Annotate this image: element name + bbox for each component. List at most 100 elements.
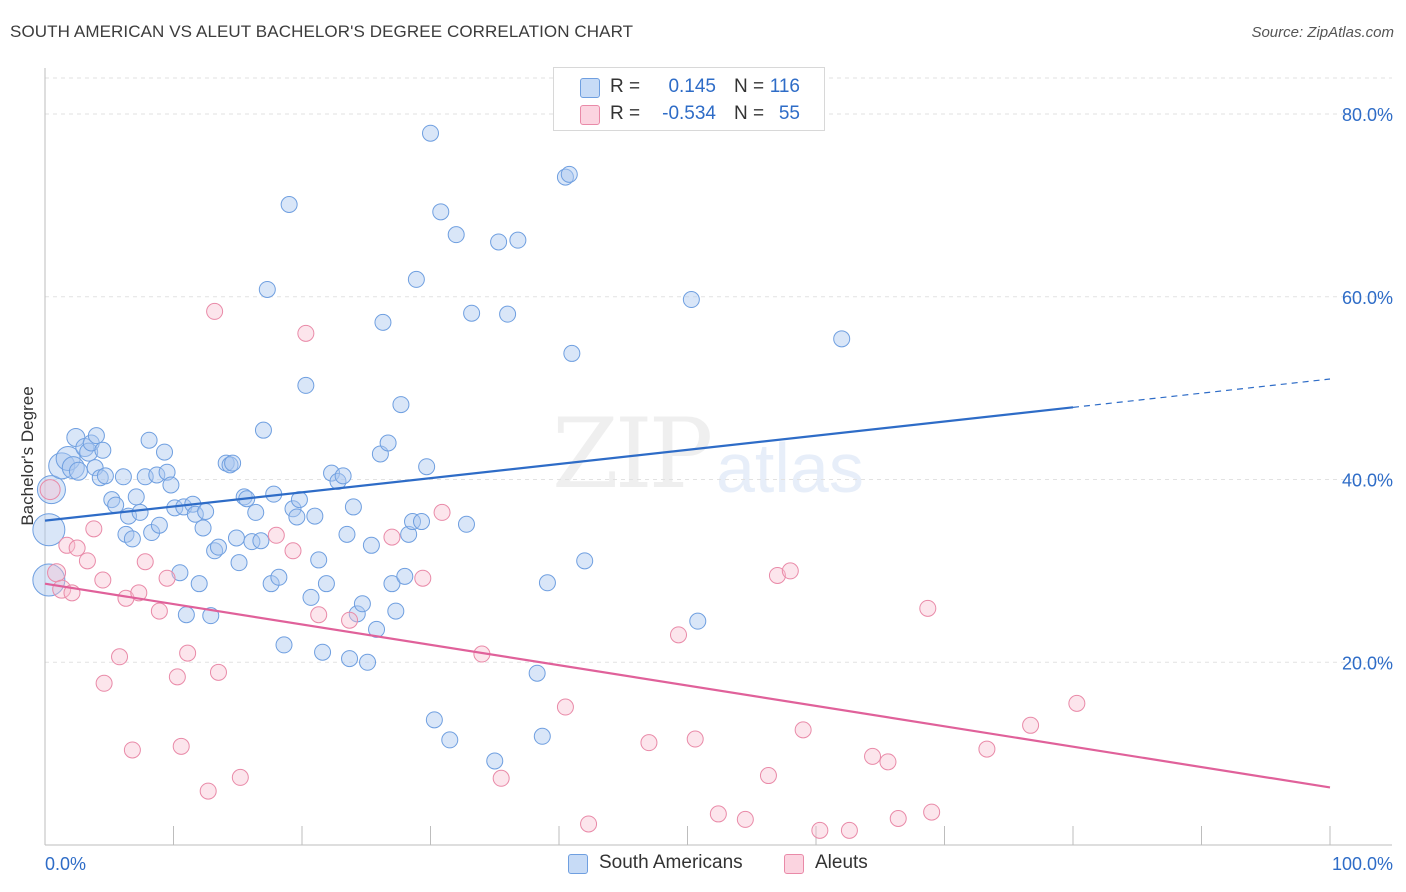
aleut-point [736,810,754,828]
south-american-point [302,588,320,606]
watermark-zip: ZIP [552,398,713,510]
south-american-point [197,503,215,521]
aleut-point [168,668,186,686]
x-tick-label: 0.0% [45,854,86,874]
aleut-point [781,562,799,580]
south-american-point [310,551,328,569]
south-american-point [275,636,293,654]
aleut-point [111,648,129,666]
aleut-point [556,698,574,716]
watermark-atlas: atlas [716,429,864,507]
south-american-point [306,507,324,525]
south-american-point [387,602,405,620]
south-american-point [383,575,401,593]
x-tick-label: 100.0% [1332,854,1393,874]
south-american-point [297,376,315,394]
south-american-point [317,575,335,593]
south-american-point [148,466,166,484]
south-american-point [396,567,414,585]
south-american-point [314,643,332,661]
aleut-point [267,526,285,544]
legend-r-value: -0.534 [662,103,716,124]
y-axis-label: Bachelor's Degree [18,386,37,526]
aleut-point [68,539,86,557]
south-american-point [432,203,450,221]
south-american-point [374,313,392,331]
aleut-point [199,782,217,800]
correlation-legend: R = 0.145 N = 116 R = -0.534 N = 55 [553,67,825,131]
aleut-point [686,730,704,748]
south-american-point [227,529,245,547]
aleut-point [768,566,786,584]
south-american-point [353,595,371,613]
south-american-point [162,476,180,494]
aleut-point [209,663,227,681]
south-american-point [94,441,112,459]
aleut-point [919,599,937,617]
aleut-point [840,821,858,839]
aleut-point [58,536,76,554]
south-american-point [379,434,397,452]
south-american-point [486,752,504,770]
south-american-point [833,330,851,348]
aleut-point [310,606,328,624]
aleut-point [206,302,224,320]
south-american-point [341,650,359,668]
legend-n-value: 55 [778,103,800,124]
legend-r-label: R = [610,76,641,97]
south-american-point [682,291,700,309]
south-american-point [560,165,578,183]
south-american-point [368,620,386,638]
aleut-point [864,747,882,765]
south-american-point [171,564,189,582]
south-american-point [140,431,158,449]
south-american-point [538,574,556,592]
south-american-point [107,496,125,514]
south-american-point [224,454,242,472]
aleut-point [95,674,113,692]
south-american-trendline [44,406,1074,522]
aleut-point [889,810,907,828]
aleut-point [923,803,941,821]
south-american-point [490,233,508,251]
south-american-point [114,468,132,486]
aleut-point [414,569,432,587]
south-american-point [344,498,362,516]
south-american-point [68,461,88,481]
south-american-point [407,270,425,288]
south-american-point [258,280,276,298]
south-american-point [243,533,261,551]
south-american-point [127,488,145,506]
south-american-point [36,475,66,505]
south-american-point [209,538,227,556]
aleut-point [284,542,302,560]
aleut-point [433,503,451,521]
aleut-point [85,520,103,538]
aleut-point [383,528,401,546]
aleut-point [47,563,67,583]
legend-n-label: N = [734,76,765,97]
south-american-point [284,500,302,518]
south-american-point [463,304,481,322]
chart-title: SOUTH AMERICAN VS ALEUT BACHELOR'S DEGRE… [10,22,634,41]
south-american-point [270,568,288,586]
south-american-point [32,513,66,547]
south-american-point [288,508,306,526]
south-american-point [359,653,377,671]
south-american-point [533,727,551,745]
bottom-legend-label: South Americans [599,852,743,873]
south-american-point [194,519,212,537]
aleut-point [78,552,96,570]
south-american-point [457,515,475,533]
south-american-point [528,664,546,682]
aleut-point [811,821,829,839]
legend-r-value: 0.145 [668,76,716,97]
y-tick-label: 60.0% [1342,288,1393,308]
south-american-point [87,427,105,445]
aleut-point [136,553,154,571]
south-american-point [338,525,356,543]
south-american-point [334,467,352,485]
south-american-point [150,516,168,534]
south-american-point [158,463,176,481]
